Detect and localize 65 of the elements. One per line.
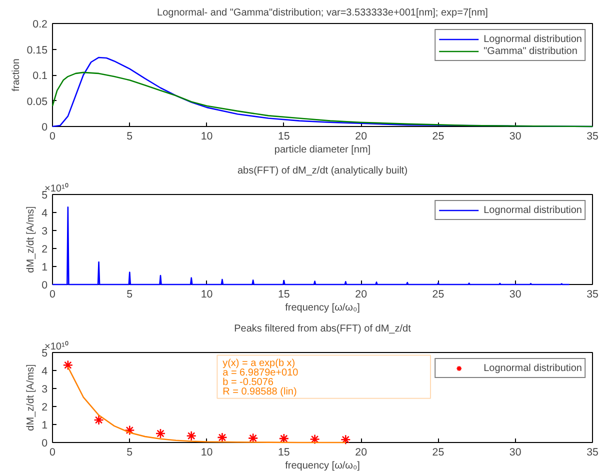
x-tick-label: 5: [126, 288, 133, 300]
x-tick-label: 15: [278, 446, 290, 458]
y-axis-title: dM_z/dt [A/ms]: [26, 206, 37, 273]
x-tick-label: 0: [50, 288, 56, 300]
x-axis-title: frequency [ω/ω₀]: [285, 302, 360, 314]
x-tick-label: 35: [586, 446, 598, 458]
x-tick-label: 10: [200, 288, 213, 300]
chart-title: Peaks filtered from abs(FFT) of dM_z/dt: [234, 324, 412, 334]
x-tick-label: 25: [432, 446, 444, 458]
x-tick-label: 30: [509, 130, 522, 142]
y-tick-label: 4: [42, 366, 48, 378]
x-tick-label: 20: [355, 288, 368, 300]
y-tick-label: 2: [42, 402, 48, 414]
point: [340, 434, 351, 445]
y-tick-label: 0.15: [26, 44, 48, 56]
y-tick-label: 2: [42, 244, 48, 256]
x-tick-label: 20: [355, 130, 368, 142]
point: [94, 414, 104, 426]
x-tick-label: 0: [50, 446, 56, 458]
chart-title: abs(FFT) of dM_z/dt (analytically built): [237, 166, 408, 176]
point: [248, 433, 258, 444]
point: [155, 428, 166, 439]
annotation: y(x) = a exp(b x): [222, 358, 296, 369]
legend-label: Lognormal distribution: [484, 204, 582, 216]
x-tick-label: 35: [586, 288, 598, 300]
x-tick-label: 25: [432, 130, 444, 142]
x-tick-label: 0: [50, 130, 56, 142]
x-tick-label: 25: [432, 288, 444, 300]
y-tick-label: 4: [42, 208, 48, 220]
y-tick-label: 0: [42, 438, 48, 450]
point: [310, 434, 320, 444]
annotation: R = 0.98588 (lin): [222, 386, 297, 398]
legend-label: "Gamma" distribution: [484, 46, 578, 56]
x-tick-label: 30: [509, 288, 522, 300]
y-axis-title: dM_z/dt [A/ms]: [26, 364, 37, 431]
x-tick-label: 30: [509, 446, 522, 458]
y-tick-label: 3: [42, 384, 48, 396]
x-tick-label: 10: [200, 446, 213, 458]
legend-label: Lognormal distribution: [484, 34, 582, 44]
y-tick-label: 0.1: [32, 70, 48, 82]
y-tick-label: 0: [42, 122, 48, 134]
point: [217, 432, 228, 443]
x-tick-label: 10: [200, 130, 213, 142]
legend-label: Lognormal distribution: [484, 362, 582, 374]
chart-title: Lognormal- and "Gamma"distribution; var=3.533333e+001[nm]; exp=7[nm]: [157, 8, 488, 18]
y-tick-label: 3: [42, 226, 48, 238]
y-tick-label: 0: [42, 280, 48, 292]
x-tick-label: 5: [126, 446, 133, 458]
point: [186, 430, 197, 441]
x-tick-label: 5: [126, 130, 133, 142]
x-tick-label: 20: [355, 446, 368, 458]
x-axis-title: frequency [ω/ω₀]: [285, 460, 360, 472]
point: [62, 360, 74, 370]
y-axis-title: fraction: [10, 58, 22, 92]
y-tick-label: 0.05: [26, 96, 48, 108]
point: [124, 425, 135, 436]
y-tick-label: 0.2: [32, 18, 48, 30]
x-tick-label: 35: [586, 130, 598, 142]
x-tick-label: 15: [278, 130, 290, 142]
y-tick-label: 1: [42, 262, 48, 274]
annotation: b = -0.5076: [222, 376, 274, 388]
x-tick-label: 15: [278, 288, 290, 300]
y-tick-label: 1: [42, 420, 48, 432]
x-axis-title: particle diameter [nm]: [274, 144, 371, 156]
annotation: a = 6.9879e+010: [222, 367, 299, 378]
